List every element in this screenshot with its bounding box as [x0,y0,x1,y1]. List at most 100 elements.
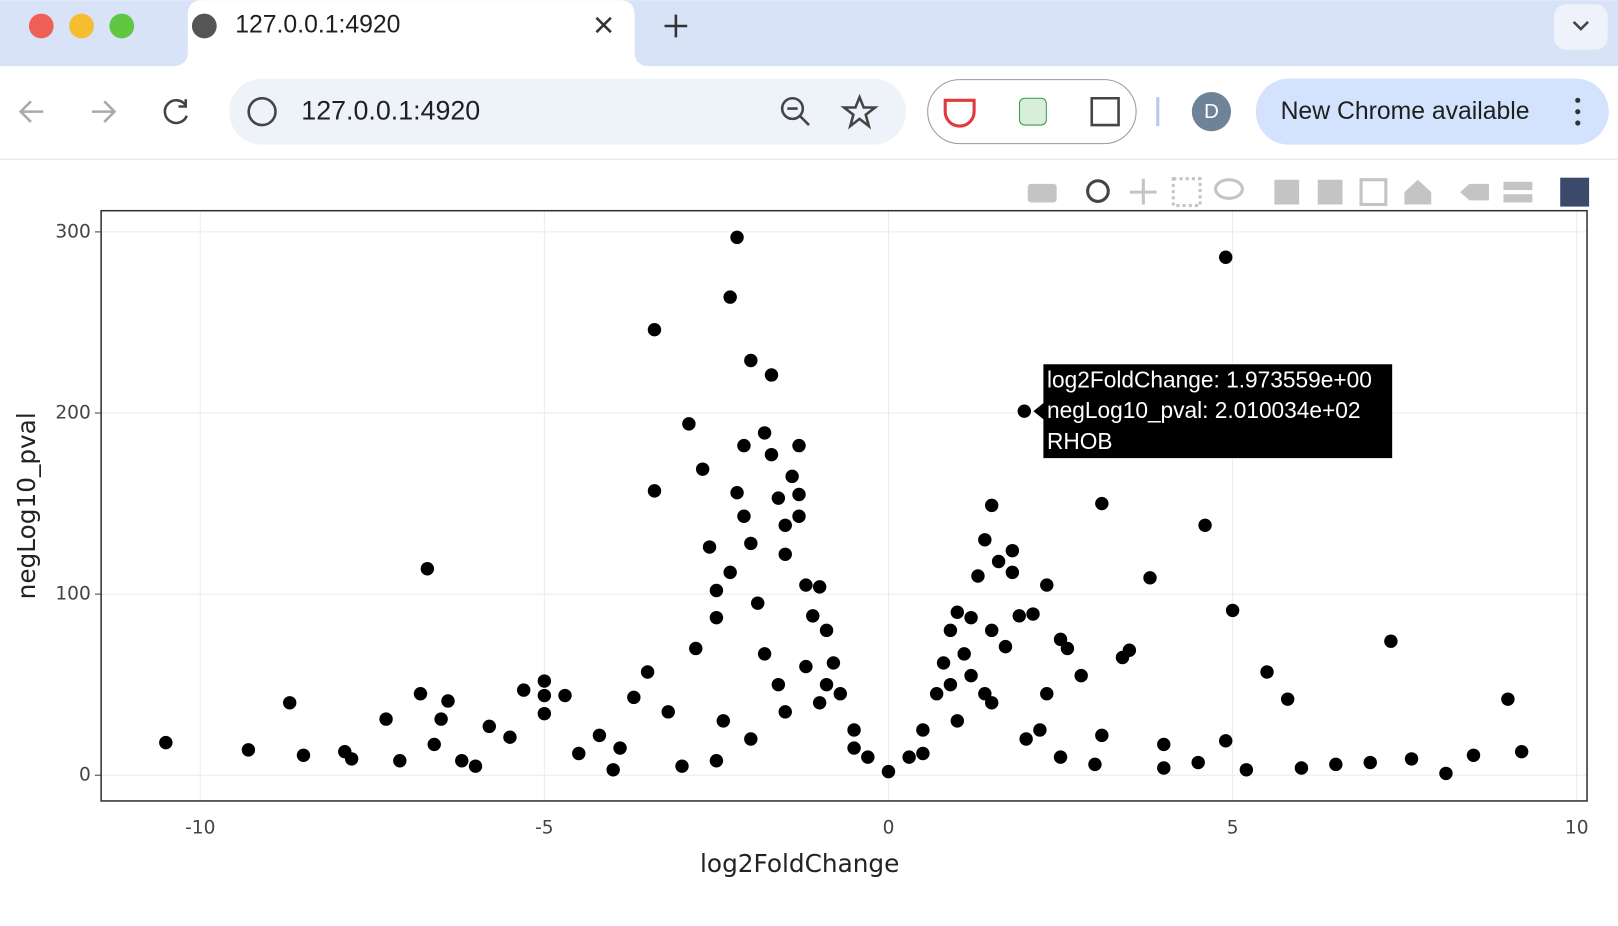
point [1466,748,1481,763]
point [503,730,517,744]
point [847,741,861,755]
mb-select[interactable] [1171,177,1202,208]
x-tick-label: -5 [535,817,554,838]
zoom-icon-handle [787,107,810,126]
point [537,688,552,703]
point [1060,641,1075,656]
point [1143,571,1157,585]
reload[interactable] [163,98,188,125]
point [792,438,806,453]
mb-zoom-out[interactable] [1317,179,1343,205]
point [1157,737,1171,752]
point [661,705,675,719]
point [978,533,992,547]
point [1294,761,1309,775]
point [1095,728,1109,743]
point [1219,250,1233,264]
point [737,438,751,453]
close-window[interactable] [28,13,54,39]
point [1012,609,1026,623]
point [929,687,944,701]
point [881,764,896,779]
mb-spike[interactable] [1460,183,1490,201]
menu[interactable] [1575,97,1581,126]
zoom-icon[interactable] [780,96,805,121]
pocket[interactable] [943,98,976,128]
point [1019,732,1033,746]
point [282,696,297,710]
point [1329,757,1343,772]
point [1225,603,1240,618]
point [1026,607,1040,621]
point [916,746,930,761]
point [1384,634,1398,648]
mb-zoom-in[interactable] [1274,179,1300,205]
point [344,752,359,766]
evernote[interactable] [1018,97,1047,126]
point [1074,668,1088,683]
mb-zoom[interactable] [1086,179,1110,203]
site-info[interactable] [247,96,277,127]
x-tick-label: 10 [1565,817,1589,838]
new-tab[interactable] [664,14,688,38]
minimize-window[interactable] [69,13,94,39]
x-tick-label: 0 [883,817,895,838]
hover-text: RHOB [1047,428,1113,454]
point [723,290,737,304]
point [985,623,999,638]
point [1005,543,1020,558]
point [943,677,958,692]
point [689,641,703,656]
profile[interactable] [1191,92,1232,132]
tab-close[interactable] [595,16,612,34]
point [764,447,779,462]
x-axis-title: log2FoldChange [700,849,899,878]
point [1157,761,1171,775]
point [778,547,792,561]
point [936,656,951,670]
point [434,712,448,726]
mb-camera[interactable] [1027,183,1057,203]
point [379,712,393,726]
mb-hover-closest[interactable] [1503,181,1533,191]
point [730,485,744,500]
point [950,605,965,619]
forward[interactable] [91,100,117,123]
point [1040,578,1054,592]
point [792,487,806,502]
mb-hover-compare[interactable] [1503,194,1533,203]
point [1260,665,1274,679]
address-bar[interactable] [229,78,906,145]
mb-lasso[interactable] [1214,178,1244,200]
bookmark[interactable] [840,93,879,130]
mb-plotly-logo[interactable] [1560,177,1590,207]
point [812,580,827,594]
y-tick-label: 300 [55,221,90,242]
address-text: 127.0.0.1:4920 [301,96,480,126]
extensions[interactable] [1090,96,1120,127]
point [640,665,655,679]
point [730,230,744,245]
y-tick-label: 0 [79,765,91,786]
mb-reset[interactable] [1404,179,1432,205]
plot-border [100,209,1588,802]
update-button[interactable] [1255,78,1609,145]
point [964,610,978,625]
point [709,754,724,768]
point [819,623,834,638]
mb-pan[interactable] [1129,178,1157,205]
point [675,759,689,773]
point [771,491,786,505]
mb-autoscale[interactable] [1359,178,1388,207]
point [916,723,930,737]
point [744,536,758,551]
point [771,677,786,692]
maximize-window[interactable] [109,13,135,39]
back[interactable] [18,100,44,123]
tab-title: 127.0.0.1:4920 [235,12,400,39]
point [1439,766,1453,781]
point [950,714,965,728]
active-tab[interactable] [172,0,651,67]
tab-search[interactable] [1554,4,1608,50]
point [1501,692,1515,706]
